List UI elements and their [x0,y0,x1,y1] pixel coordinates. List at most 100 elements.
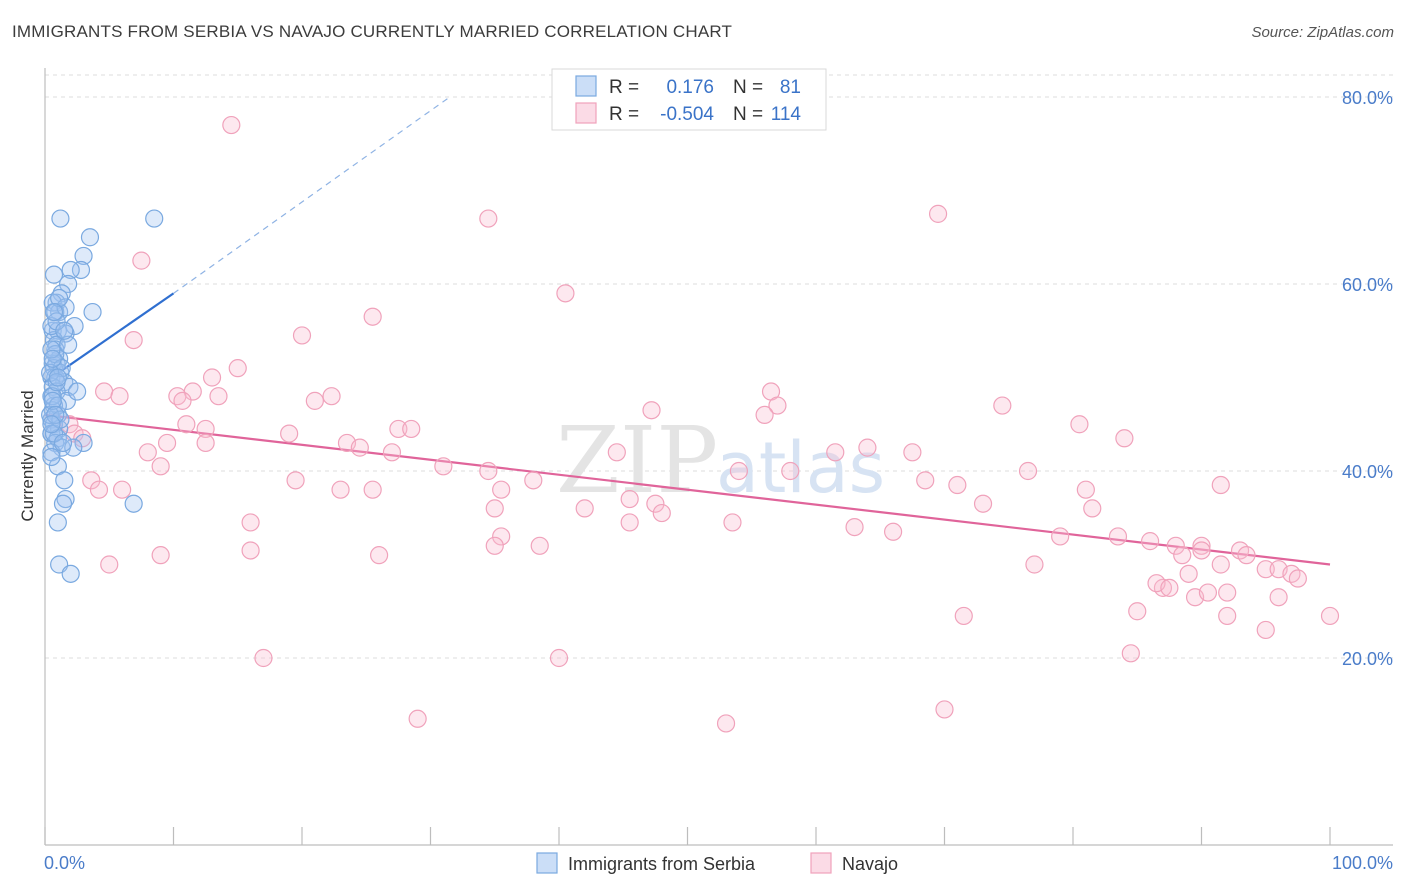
data-point [826,443,845,462]
data-point [723,513,742,532]
data-point [1198,583,1218,602]
data-point [1269,588,1288,607]
data-point [620,513,639,532]
y-tick-label: 40.0% [1342,462,1393,482]
data-points [41,115,1340,733]
data-point [1218,583,1237,602]
data-point [1256,620,1275,640]
y-tick-label: 80.0% [1342,88,1393,108]
bottom-legend-label-navajo: Navajo [842,854,898,874]
data-point [1256,560,1275,579]
trend-line-navajo [44,413,1331,566]
data-point [1211,475,1230,495]
data-point [51,209,70,228]
data-point [755,405,774,424]
chart-title: IMMIGRANTS FROM SERBIA VS NAVAJO CURRENT… [12,22,733,41]
data-point [55,321,74,340]
data-point [42,415,61,434]
legend-n-label-serbia: N = [733,77,763,98]
data-point [768,396,787,415]
data-point [530,536,549,555]
data-point [59,335,78,354]
data-point [883,522,903,541]
data-point [44,302,64,322]
data-point [55,471,74,490]
data-point [196,433,215,453]
y-axis-title: Currently Married [18,390,37,521]
data-point [556,284,575,303]
data-point [56,298,75,317]
data-point [43,387,62,406]
data-point [1160,578,1179,597]
data-point [331,480,350,499]
data-point [48,513,67,532]
legend-r-value-serbia: 0.176 [666,77,714,98]
data-point [402,419,421,439]
series-legend: Immigrants from Serbia Navajo [536,852,898,874]
data-point [241,541,260,560]
data-point [228,359,247,378]
data-point [196,419,215,439]
data-point [110,387,129,406]
data-point [241,513,260,532]
data-point [42,447,61,467]
chart-source: Source: ZipAtlas.com [1251,24,1394,41]
legend-swatch-navajo [575,102,597,124]
data-point [642,401,661,420]
data-point [48,368,67,387]
data-point [53,494,73,513]
data-point [1115,429,1134,448]
data-point [1192,541,1211,560]
series-navajo [60,115,1340,733]
data-point [74,246,93,266]
data-point [305,391,324,410]
data-point [382,443,402,462]
y-tick-label: 20.0% [1342,649,1393,669]
data-point [124,331,143,350]
data-point [42,340,61,359]
data-point [83,302,102,322]
data-point [363,307,382,326]
data-point [157,433,177,453]
data-point [485,536,504,555]
legend-r-label-navajo: R = [609,104,639,125]
data-point [177,415,196,434]
legend-n-value-navajo: 114 [771,104,802,125]
data-point [71,260,91,280]
data-point [280,424,299,443]
data-point [1083,499,1102,518]
data-point [434,457,453,476]
data-point [916,471,935,490]
data-point [845,517,864,537]
data-point [82,471,101,490]
series-immigrants-from-serbia [41,209,164,583]
data-point [43,391,62,410]
data-point [53,433,73,453]
data-point [68,382,87,401]
data-point [145,209,164,228]
bottom-legend-swatch-navajo [810,852,832,874]
data-point [1237,546,1256,565]
data-point [993,396,1012,415]
data-point [479,461,498,481]
stats-legend: R = 0.176 N = 81 R = -0.504 N = 114 [551,68,827,131]
legend-swatch-serbia [575,75,597,97]
data-point [100,555,119,574]
data-point [1018,461,1038,481]
axes: 20.0% 40.0% 60.0% 80.0% 0.0% 100.0% [44,68,1393,873]
data-point [492,480,511,499]
data-point [485,499,504,518]
data-point [389,419,408,439]
data-point [1140,532,1160,551]
data-point [292,326,312,345]
data-point [59,274,78,294]
data-point [202,368,222,387]
data-point [46,405,65,424]
data-point [222,115,241,135]
data-point [858,438,877,457]
data-point [322,387,341,406]
data-point [80,228,100,247]
data-point [954,606,973,626]
data-point [350,438,369,457]
data-point [124,494,143,513]
